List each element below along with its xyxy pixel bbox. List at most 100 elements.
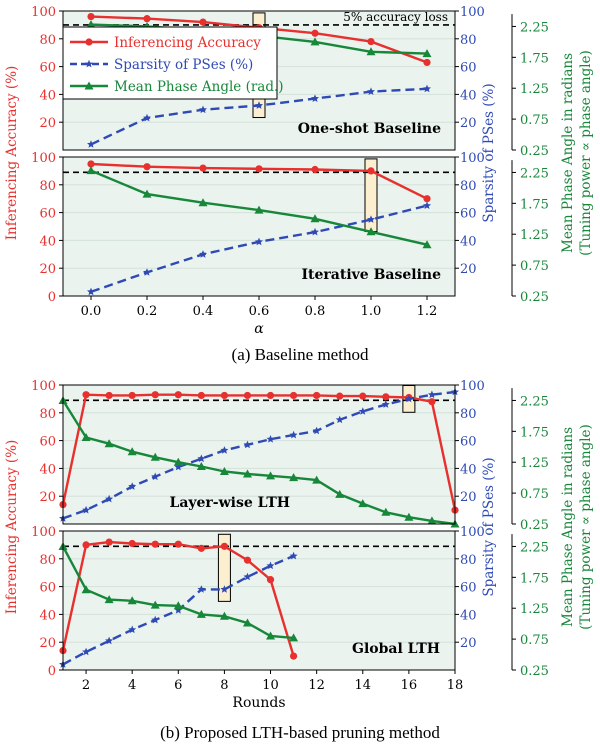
sparsity-point bbox=[199, 250, 207, 258]
right-tick-label: 40 bbox=[460, 234, 477, 249]
sparsity-point bbox=[312, 426, 321, 435]
phase-tick-label: 2.25 bbox=[520, 540, 549, 555]
phase-point bbox=[310, 37, 320, 46]
accuracy-point bbox=[105, 538, 113, 546]
sparsity-point bbox=[423, 201, 431, 209]
left-axis-title: Inferencing Accuracy (%) bbox=[4, 440, 20, 615]
sparsity-point bbox=[311, 227, 319, 236]
accuracy-point bbox=[151, 391, 159, 399]
accuracy-point bbox=[359, 392, 367, 400]
phase-point bbox=[150, 600, 160, 609]
x-tick-label: 0.2 bbox=[137, 304, 158, 319]
accuracy-point bbox=[128, 539, 136, 548]
accuracy-point bbox=[197, 544, 205, 552]
sparsity-point bbox=[220, 446, 229, 454]
sparsity-point bbox=[367, 215, 375, 223]
accuracy-point bbox=[311, 165, 319, 174]
sparsity-point bbox=[197, 585, 206, 593]
caption-b: (b) Proposed LTH-based pruning method bbox=[160, 723, 440, 742]
panel-label: One-shot Baseline bbox=[298, 121, 441, 137]
phase-tick-label: 0.25 bbox=[520, 518, 549, 533]
left-tick-label: 40 bbox=[39, 234, 56, 249]
sparsity-point bbox=[243, 572, 252, 581]
left-tick-label: 80 bbox=[39, 553, 56, 568]
phase-tick-label: 1.75 bbox=[520, 51, 549, 66]
phase-point bbox=[242, 469, 252, 478]
highlight-box bbox=[217, 533, 231, 602]
accuracy-point bbox=[423, 58, 431, 67]
series-line-0 bbox=[61, 393, 457, 511]
right-axis-title: Sparsity of PSes (%) bbox=[481, 83, 497, 222]
x-tick-label: 0.6 bbox=[249, 304, 270, 319]
accuracy-point bbox=[105, 391, 113, 400]
x-axis-label: α bbox=[254, 321, 264, 337]
accuracy-point bbox=[82, 391, 90, 399]
right-tick-label: 100 bbox=[460, 379, 485, 394]
sparsity-point bbox=[427, 390, 436, 399]
left-tick-label: 80 bbox=[39, 407, 56, 422]
sparsity-point bbox=[174, 606, 183, 614]
phase-tick-label: 0.25 bbox=[520, 290, 549, 305]
sparsity-point bbox=[143, 268, 151, 276]
phase-tick-label: 2.25 bbox=[520, 166, 549, 181]
phase-point bbox=[427, 516, 437, 525]
phase-tick-label: 2.25 bbox=[520, 20, 549, 35]
phase-point bbox=[142, 189, 152, 198]
phase-point bbox=[173, 601, 183, 610]
x-tick-label: 0.8 bbox=[305, 304, 326, 319]
caption-a: (a) Baseline method bbox=[231, 345, 369, 364]
right-tick-label: 60 bbox=[460, 61, 477, 76]
phase-point bbox=[312, 475, 322, 484]
accuracy-point bbox=[311, 29, 319, 37]
left-tick-label: 100 bbox=[31, 525, 56, 540]
phase-tick-label: 1.75 bbox=[520, 571, 549, 586]
accuracy-point bbox=[174, 391, 182, 399]
sparsity-point bbox=[82, 505, 91, 514]
phase-point bbox=[219, 466, 229, 475]
sparsity-point bbox=[243, 440, 252, 449]
series-line-1 bbox=[62, 390, 456, 520]
sparsity-point bbox=[87, 287, 95, 296]
right-tick-label: 80 bbox=[460, 553, 477, 568]
x-tick-label: 18 bbox=[447, 678, 464, 693]
sparsity-point bbox=[105, 494, 114, 503]
accuracy-point bbox=[243, 556, 252, 564]
accuracy-point bbox=[266, 391, 275, 400]
accuracy-point bbox=[382, 393, 390, 401]
sparsity-point bbox=[151, 615, 160, 624]
phase-point bbox=[150, 452, 160, 461]
left-tick-label: 20 bbox=[39, 116, 56, 131]
x-tick-label: 8 bbox=[220, 678, 228, 693]
accuracy-point bbox=[243, 391, 252, 400]
accuracy-point bbox=[199, 164, 207, 172]
panel-label: Global LTH bbox=[352, 641, 440, 657]
accuracy-point bbox=[367, 37, 375, 46]
phase-point bbox=[366, 47, 376, 56]
x-tick-label: 16 bbox=[401, 678, 418, 693]
x-tick-label: 1.2 bbox=[417, 304, 438, 319]
left-tick-label: 80 bbox=[39, 33, 56, 48]
left-tick-label: 80 bbox=[39, 179, 56, 194]
accuracy-point bbox=[313, 391, 321, 400]
phase-point bbox=[173, 457, 183, 466]
phase-point bbox=[219, 611, 229, 620]
phase-tick-label: 0.75 bbox=[520, 487, 549, 502]
phase-point bbox=[196, 609, 206, 618]
left-tick-label: 60 bbox=[39, 61, 56, 76]
x-tick-label: 0.0 bbox=[81, 304, 102, 319]
right-tick-label: 100 bbox=[460, 525, 485, 540]
phase-point bbox=[86, 20, 96, 29]
sparsity-point bbox=[289, 430, 298, 439]
panel-label: Layer-wise LTH bbox=[169, 495, 290, 511]
sparsity-point bbox=[199, 105, 207, 114]
legend-entry: Mean Phase Angle (rad.) bbox=[114, 79, 284, 95]
sparsity-point bbox=[151, 472, 160, 481]
sparsity-point bbox=[381, 400, 390, 408]
panel-iterative-baseline: 0 20 40 60 80 100 20 40 60 80 100 0.25 0.75 1.25 1.75 2… bbox=[31, 151, 549, 337]
panel-global-lth: 0 20 40 60 80 100 20 40 60 80 100 0.25 0.75 1.25 1.75 2… bbox=[31, 525, 549, 711]
phase-tick-label: 1.75 bbox=[520, 197, 549, 212]
right-tick-label: 60 bbox=[460, 581, 477, 596]
sparsity-point bbox=[174, 462, 183, 471]
phase-tick-label: 2.25 bbox=[520, 394, 549, 409]
